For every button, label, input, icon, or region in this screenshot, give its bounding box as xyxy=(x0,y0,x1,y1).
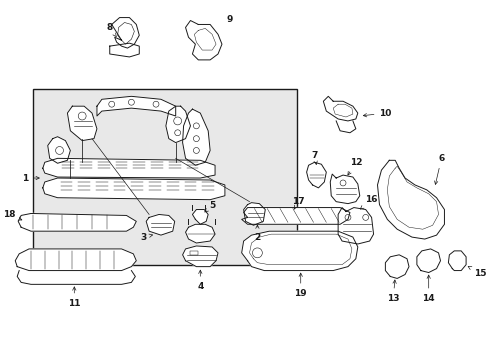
Polygon shape xyxy=(335,121,355,133)
Text: 4: 4 xyxy=(197,270,203,291)
Polygon shape xyxy=(97,96,175,116)
Polygon shape xyxy=(241,208,349,224)
Bar xyxy=(190,251,198,255)
Bar xyxy=(33,89,296,265)
Polygon shape xyxy=(416,249,440,273)
Text: 19: 19 xyxy=(294,273,306,298)
Text: 5: 5 xyxy=(204,201,215,212)
Text: 12: 12 xyxy=(347,158,361,175)
Polygon shape xyxy=(109,43,139,57)
Text: 8: 8 xyxy=(106,23,116,37)
Text: 16: 16 xyxy=(360,195,377,209)
Text: 13: 13 xyxy=(386,280,399,303)
Polygon shape xyxy=(111,18,139,48)
Polygon shape xyxy=(185,224,215,243)
Text: 11: 11 xyxy=(68,287,81,307)
Polygon shape xyxy=(185,21,222,60)
Polygon shape xyxy=(18,213,136,231)
Polygon shape xyxy=(329,174,359,204)
Polygon shape xyxy=(243,203,264,225)
Polygon shape xyxy=(43,178,224,200)
Polygon shape xyxy=(146,215,174,235)
Polygon shape xyxy=(306,162,325,188)
Polygon shape xyxy=(447,251,465,271)
Polygon shape xyxy=(15,249,136,271)
Polygon shape xyxy=(182,246,218,267)
Polygon shape xyxy=(337,208,373,244)
Text: 6: 6 xyxy=(434,154,444,184)
Polygon shape xyxy=(67,106,97,141)
Text: 7: 7 xyxy=(311,151,317,165)
Polygon shape xyxy=(377,160,444,239)
Polygon shape xyxy=(17,271,135,284)
Text: 1: 1 xyxy=(22,174,39,183)
Polygon shape xyxy=(192,210,208,224)
Text: 2: 2 xyxy=(254,225,260,242)
Text: 18: 18 xyxy=(3,210,22,220)
Text: 14: 14 xyxy=(422,275,434,303)
Text: 10: 10 xyxy=(363,109,391,118)
Polygon shape xyxy=(165,106,190,143)
Polygon shape xyxy=(48,137,70,163)
Polygon shape xyxy=(182,109,210,165)
Text: 3: 3 xyxy=(140,233,152,242)
Polygon shape xyxy=(323,96,357,121)
Polygon shape xyxy=(241,231,357,271)
Text: 17: 17 xyxy=(292,197,305,209)
Text: 15: 15 xyxy=(467,266,486,278)
Polygon shape xyxy=(43,158,215,178)
Polygon shape xyxy=(385,255,408,278)
Text: 9: 9 xyxy=(226,15,233,24)
